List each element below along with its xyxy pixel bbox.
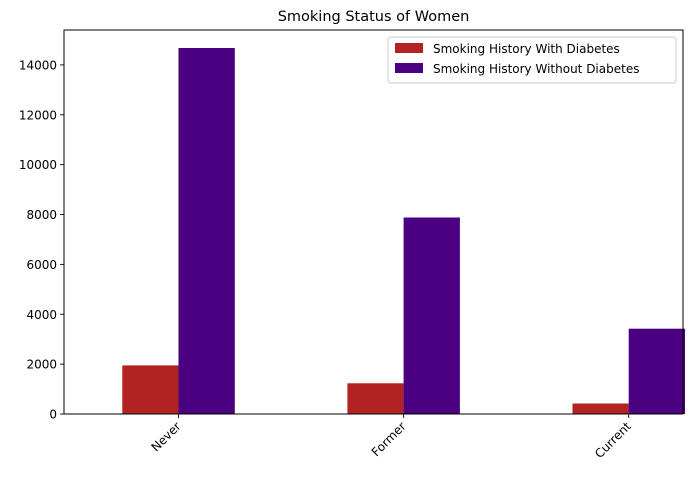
chart-title: Smoking Status of Women <box>278 9 470 25</box>
bar-never-series-2 <box>178 48 235 414</box>
bar-former-series-1 <box>347 383 404 414</box>
legend-box <box>387 36 677 84</box>
bar-never-series-1 <box>122 365 179 414</box>
legend-label-2: Smoking History Without Diabetes <box>433 62 639 76</box>
bars-layer <box>122 48 685 414</box>
x-tick-label: Never <box>148 419 183 454</box>
y-tick-label: 0 <box>49 408 57 422</box>
y-tick-label: 4000 <box>26 308 57 322</box>
legend-label-1: Smoking History With Diabetes <box>433 42 620 56</box>
y-tick-label: 12000 <box>19 108 57 122</box>
bar-current-series-1 <box>572 403 629 414</box>
legend: Smoking History With Diabetes Smoking His… <box>387 36 677 84</box>
plot-frame <box>63 29 684 415</box>
legend-swatch-2 <box>395 63 423 73</box>
y-tick-label: 14000 <box>19 58 57 72</box>
y-tick-label: 8000 <box>26 208 57 222</box>
y-tick-label: 6000 <box>26 258 57 272</box>
y-tick-label: 2000 <box>26 358 57 372</box>
y-tick-label: 10000 <box>19 158 57 172</box>
x-tick-label: Current <box>592 419 634 461</box>
legend-swatch-1 <box>395 43 423 53</box>
bar-current-series-2 <box>628 328 685 414</box>
x-tick-label: Former <box>369 419 409 459</box>
bar-former-series-2 <box>403 217 460 414</box>
